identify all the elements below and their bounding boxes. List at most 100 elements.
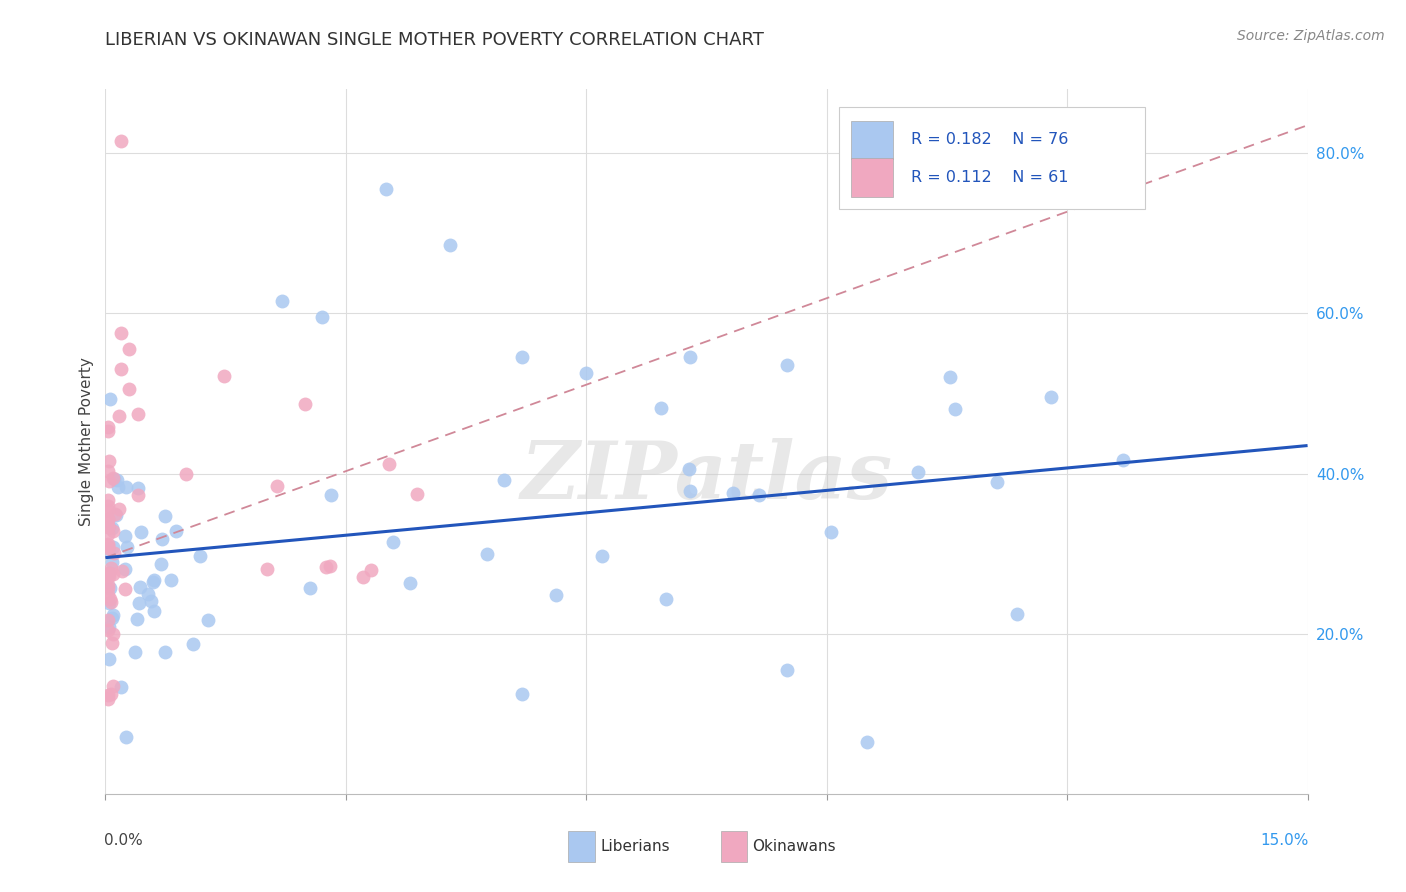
Y-axis label: Single Mother Poverty: Single Mother Poverty [79, 357, 94, 526]
Point [128, 596, 150, 610]
Point [475, 547, 498, 561]
Text: 15.0%: 15.0% [1260, 832, 1309, 847]
Point [127, 487, 149, 501]
Point [100, 611, 122, 625]
Point [150, 532, 173, 546]
Point [97, 474, 120, 488]
Text: Source: ZipAtlas.com: Source: ZipAtlas.com [1237, 29, 1385, 43]
Point [679, 351, 702, 365]
Bar [851, 120, 893, 160]
Point [679, 483, 702, 498]
Point [100, 560, 122, 574]
Point [299, 581, 322, 595]
Point [107, 409, 129, 424]
Point [149, 557, 172, 571]
Point [100, 591, 122, 606]
Point [439, 238, 461, 252]
Point [110, 362, 132, 376]
Text: Okinawans: Okinawans [752, 839, 835, 855]
Point [124, 645, 146, 659]
Point [1005, 607, 1028, 621]
Point [510, 687, 533, 701]
Point [97, 624, 120, 638]
Point [127, 481, 149, 495]
Point [319, 488, 342, 502]
Point [97, 613, 120, 627]
Point [398, 575, 420, 590]
Point [97, 493, 120, 508]
Point [103, 566, 125, 581]
Point [103, 546, 125, 560]
Point [214, 368, 236, 383]
Point [101, 607, 124, 622]
Point [97, 578, 120, 592]
FancyBboxPatch shape [839, 107, 1146, 209]
Point [114, 528, 136, 542]
Point [110, 134, 132, 148]
Point [98, 392, 121, 406]
Bar [851, 158, 893, 196]
Point [294, 397, 316, 411]
Point [118, 343, 141, 357]
Point [986, 475, 1008, 489]
Point [101, 471, 124, 485]
Point [98, 545, 121, 559]
Point [97, 519, 120, 533]
Point [270, 294, 292, 309]
Point [174, 467, 197, 481]
Point [97, 512, 120, 526]
Point [101, 636, 124, 650]
Point [98, 568, 121, 582]
Point [650, 401, 672, 416]
Text: R = 0.112    N = 61: R = 0.112 N = 61 [911, 169, 1069, 185]
Point [114, 562, 136, 576]
Point [110, 681, 132, 695]
Point [101, 524, 124, 538]
Point [100, 555, 122, 569]
Text: 0.0%: 0.0% [104, 832, 143, 847]
Point [98, 520, 121, 534]
Point [776, 663, 799, 677]
Point [311, 310, 333, 325]
Point [197, 613, 219, 627]
Point [110, 326, 132, 341]
Point [103, 472, 125, 486]
Point [575, 367, 598, 381]
Point [98, 652, 121, 666]
Point [97, 588, 120, 602]
Bar [568, 831, 595, 863]
Point [97, 688, 120, 702]
Point [165, 524, 187, 539]
Point [98, 581, 121, 595]
Point [939, 370, 962, 384]
Point [105, 474, 128, 488]
Point [97, 566, 120, 581]
Point [100, 595, 122, 609]
Point [101, 540, 124, 554]
Point [136, 586, 159, 600]
Point [104, 507, 127, 521]
Point [97, 503, 120, 517]
Point [97, 567, 120, 582]
Point [591, 549, 613, 563]
Point [315, 560, 337, 574]
Point [114, 582, 136, 596]
Point [776, 359, 799, 373]
Point [97, 537, 120, 551]
Point [100, 687, 122, 701]
Point [97, 519, 120, 533]
Point [98, 454, 121, 468]
Point [97, 539, 120, 553]
Text: R = 0.182    N = 76: R = 0.182 N = 76 [911, 132, 1069, 147]
Point [97, 464, 120, 478]
Point [97, 581, 120, 595]
Point [181, 637, 204, 651]
Point [98, 596, 121, 610]
Point [405, 486, 427, 500]
Point [153, 509, 176, 524]
Point [125, 612, 148, 626]
Point [143, 604, 166, 618]
Point [97, 691, 120, 706]
Point [492, 473, 515, 487]
Point [114, 480, 136, 494]
